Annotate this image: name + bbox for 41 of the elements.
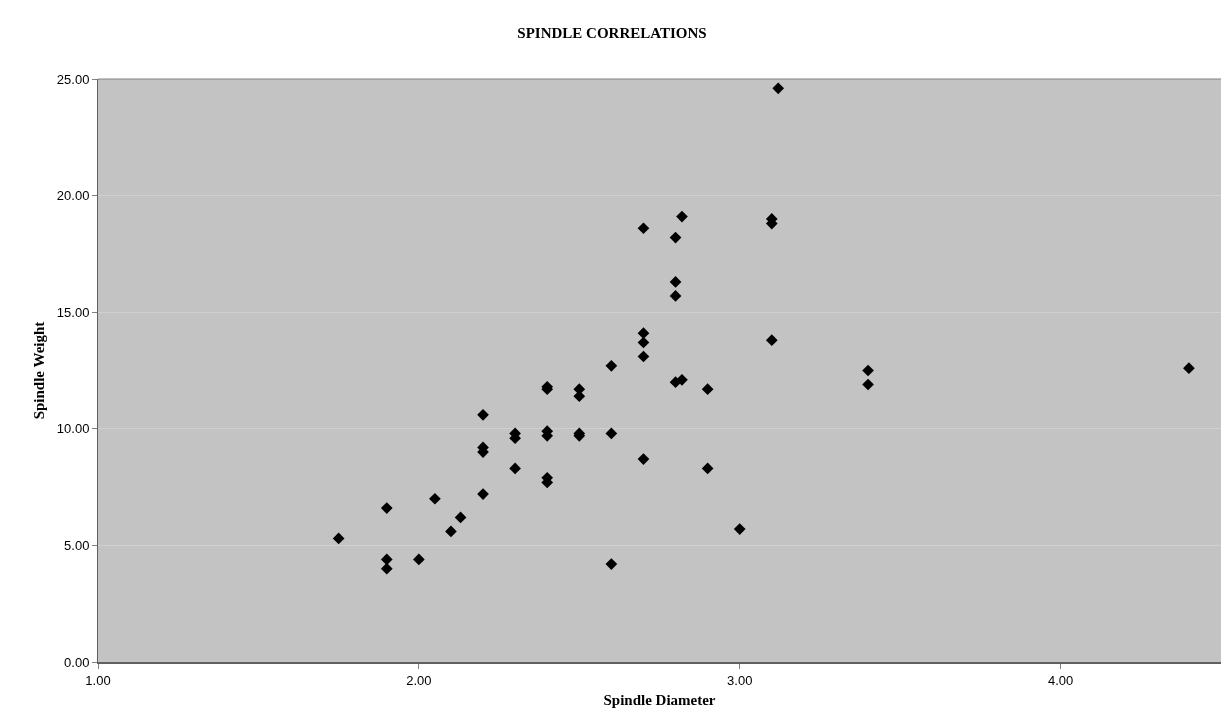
point	[605, 558, 618, 570]
point	[669, 290, 682, 302]
y-tick-label: 5.00	[64, 537, 90, 553]
point	[637, 222, 650, 235]
point	[701, 462, 714, 475]
point	[669, 231, 682, 244]
point	[445, 525, 457, 538]
y-tick-label: 20.00	[56, 188, 90, 204]
x-tick-label: 2.00	[406, 672, 432, 688]
point	[454, 511, 467, 524]
point	[772, 82, 785, 95]
point	[862, 364, 874, 377]
point	[1183, 362, 1195, 375]
point	[605, 427, 618, 440]
point	[477, 408, 489, 421]
y-tick-label: 25.00	[56, 71, 90, 87]
point	[380, 502, 393, 514]
point	[332, 532, 345, 545]
y-tick-label: 15.00	[56, 304, 90, 320]
point	[669, 276, 682, 288]
x-tick-label: 3.00	[727, 672, 753, 688]
x-tick-label: 4.00	[1047, 672, 1074, 688]
point	[413, 553, 425, 566]
point	[765, 334, 778, 347]
y-axis-title: Spindle Weight	[31, 321, 48, 420]
y-tick-label: 10.00	[56, 421, 90, 437]
point	[676, 210, 688, 223]
point	[701, 383, 714, 396]
point	[509, 462, 521, 475]
point	[637, 336, 650, 349]
x-tick-label: 1.00	[85, 672, 111, 688]
point	[637, 453, 650, 465]
x-axis-title: Spindle Diameter	[603, 692, 716, 709]
point	[637, 350, 650, 363]
point	[429, 492, 441, 505]
point	[733, 523, 746, 535]
chart-title: SPINDLE CORRELATIONS	[517, 24, 707, 41]
point	[676, 373, 688, 386]
point	[605, 359, 618, 372]
y-tick-label: 0.00	[64, 654, 90, 670]
point	[862, 378, 874, 391]
